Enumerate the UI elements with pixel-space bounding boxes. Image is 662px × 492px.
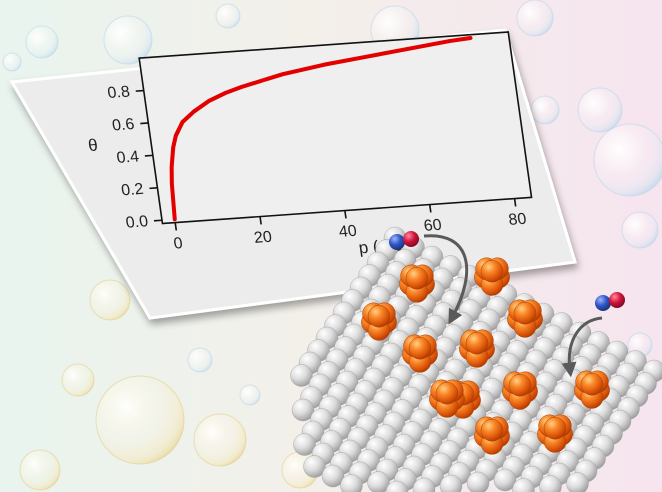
x-tick — [344, 210, 347, 219]
surface-atom — [439, 474, 463, 492]
x-tick-label: 40 — [338, 223, 358, 241]
x-tick-label: 0 — [173, 235, 184, 252]
bubble — [187, 347, 213, 373]
surface-atom — [493, 468, 517, 492]
isotherm-curve — [169, 36, 473, 222]
adsorbate-atom-red — [609, 292, 625, 308]
plot-frame — [138, 31, 533, 225]
nanoparticle-atom — [480, 259, 504, 283]
nanoparticle — [502, 371, 538, 410]
nanoparticle — [402, 334, 438, 373]
bubble — [2, 52, 22, 72]
adsorbate-atom-blue — [595, 295, 611, 311]
y-tick-label: 0.6 — [111, 116, 136, 134]
y-tick-label: 0.2 — [120, 181, 145, 199]
surface-atom — [321, 464, 345, 488]
bubble — [25, 25, 59, 59]
adsorbate-molecule — [595, 292, 625, 311]
bubble — [530, 95, 560, 125]
y-tick-label: 0.4 — [116, 148, 141, 166]
x-tick — [259, 216, 262, 225]
exchange-arrows — [423, 234, 603, 378]
y-tick — [144, 154, 153, 157]
adsorbate-molecules — [389, 231, 625, 311]
y-tick — [153, 219, 163, 222]
bubble — [103, 15, 153, 65]
surface-atom — [466, 471, 490, 492]
adsorbate-atom-red — [403, 231, 419, 247]
x-tick-label: 60 — [423, 217, 443, 235]
nanoparticle-atom — [367, 304, 391, 328]
nanoparticle — [361, 302, 397, 341]
bubble — [19, 449, 61, 491]
bubble — [95, 375, 185, 465]
surface-atom — [412, 477, 436, 492]
surface-atom — [367, 471, 390, 492]
x-tick-label: 20 — [253, 229, 273, 247]
x-tick — [428, 204, 432, 213]
y-tick — [135, 89, 144, 92]
nanoparticle-atom — [408, 336, 432, 360]
adsorbate-molecule — [389, 231, 419, 250]
nanoparticle — [459, 329, 495, 368]
nanoparticle — [399, 264, 435, 303]
surface-atom — [290, 364, 313, 387]
nanoparticles — [361, 257, 610, 455]
nanoparticle — [474, 416, 510, 455]
nanoparticle — [507, 299, 543, 338]
nanoparticle — [474, 257, 510, 296]
bubble — [61, 363, 95, 397]
nanoparticle-atom — [508, 373, 532, 397]
nanoparticle-atom — [480, 418, 504, 442]
x-tick — [174, 222, 178, 231]
y-tick-label: 0.0 — [125, 213, 150, 231]
surface-atom — [512, 478, 535, 492]
y-tick-label: 0.8 — [106, 84, 131, 102]
nanoparticle-atom — [580, 372, 604, 396]
surface-atom — [539, 475, 562, 492]
y-tick — [140, 122, 149, 125]
bubble — [621, 211, 659, 249]
bubble — [193, 413, 247, 467]
nanoparticle-atom — [435, 381, 459, 405]
arrow-desorption — [423, 234, 469, 325]
nanoparticle-atom — [465, 331, 489, 355]
nanoparticle-atom — [405, 266, 429, 290]
y-tick — [149, 187, 158, 190]
bubble — [593, 123, 662, 197]
adsorbate-atom-blue — [389, 234, 405, 250]
x-tick-label: 80 — [508, 211, 528, 229]
surface-atom — [385, 480, 409, 492]
surface-atom — [303, 455, 326, 478]
bubble — [516, 0, 554, 37]
nanoparticle — [429, 379, 465, 418]
surface-atom — [293, 433, 316, 456]
nanoparticle — [537, 414, 573, 453]
bubble — [89, 279, 131, 321]
bubble — [239, 384, 261, 406]
nanoparticle — [574, 370, 610, 409]
surface-atom — [291, 398, 315, 422]
nanoparticle-atom — [513, 301, 537, 325]
y-axis-title: θ — [87, 136, 99, 155]
bubble — [215, 3, 241, 29]
surface-atom — [340, 474, 363, 492]
nanoparticle-atom — [543, 416, 567, 440]
surface-atom — [566, 472, 589, 492]
arrow-adsorption — [561, 316, 603, 378]
x-tick — [513, 198, 517, 207]
bubble — [577, 87, 623, 133]
